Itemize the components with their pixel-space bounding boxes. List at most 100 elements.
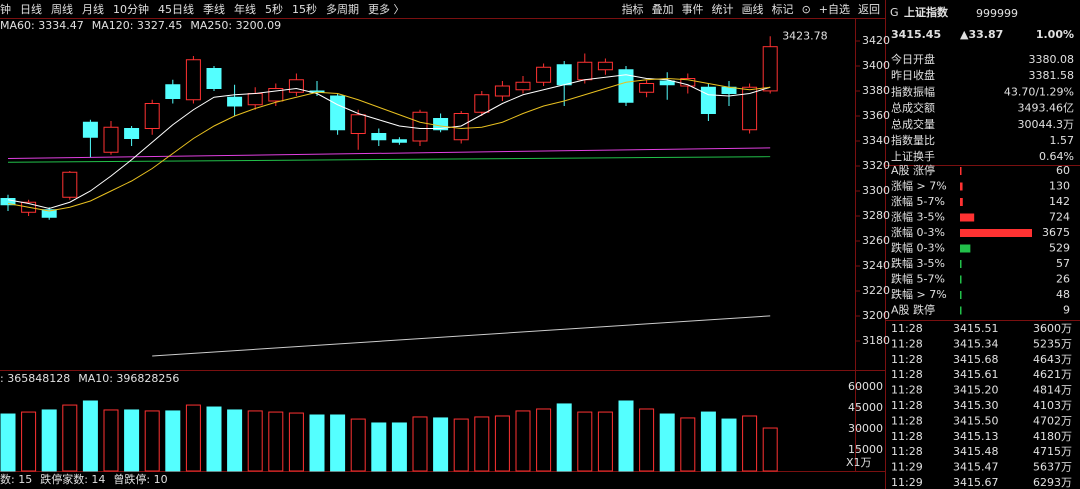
breadth-label: A股 涨停	[891, 163, 935, 177]
candle-body	[62, 171, 78, 198]
period-tab[interactable]: 年线	[234, 2, 256, 16]
period-tab[interactable]: 更多 〉	[368, 2, 405, 16]
tool-button[interactable]: 统计	[712, 3, 734, 16]
candle-body	[433, 118, 449, 131]
volume-bar	[597, 411, 613, 472]
candle-body	[124, 128, 140, 139]
period-tab[interactable]: 季线	[203, 2, 225, 16]
breadth-count: 3675	[1042, 226, 1070, 239]
volume-bar	[412, 416, 428, 472]
breadth-bar	[960, 182, 963, 191]
breadth-bar	[960, 229, 1032, 237]
breadth-bar	[960, 213, 975, 222]
index-code: 999999	[976, 7, 1018, 20]
stat-label: 总成交量	[891, 117, 935, 131]
y-tick-label: 30000	[848, 422, 883, 435]
stat-label: 昨日收盘	[891, 68, 935, 82]
y-tick-label: 3420	[862, 34, 890, 47]
breadth-count: 142	[1049, 195, 1070, 208]
tool-button[interactable]: 叠加	[652, 3, 674, 16]
candle-body	[494, 85, 510, 97]
ma-legend: MA250: 3200.09	[190, 19, 281, 32]
y-tick-label: 3200	[862, 309, 890, 322]
candle-body	[762, 46, 778, 92]
volume-bar	[62, 404, 78, 472]
tick-price: 3415.68	[953, 353, 999, 366]
volume-bar	[680, 417, 696, 472]
breadth-bar	[960, 260, 962, 268]
breadth-bar	[960, 275, 962, 284]
tick-time: 11:29	[891, 461, 923, 474]
tick-volume: 6293万	[1033, 476, 1072, 489]
volume-bar	[165, 410, 181, 472]
tool-button[interactable]: 标记	[772, 2, 794, 16]
tool-button[interactable]: 画线	[742, 2, 764, 16]
candle-body	[412, 111, 428, 142]
volume-bar	[494, 415, 510, 472]
tick-price: 3415.67	[953, 476, 999, 489]
tool-button[interactable]: 指标	[622, 2, 644, 16]
tick-time: 11:28	[891, 353, 923, 366]
period-tab[interactable]: 月线	[82, 2, 104, 16]
period-tab[interactable]: 周线	[51, 2, 73, 16]
tick-volume: 4621万	[1033, 368, 1072, 381]
candle-body	[577, 61, 593, 81]
candle-body	[330, 95, 346, 131]
tick-price: 3415.13	[953, 430, 999, 443]
volume-bar	[0, 413, 16, 472]
breadth-count: 9	[1063, 304, 1070, 317]
period-tab[interactable]: 5秒	[265, 2, 283, 16]
candle-body	[639, 83, 655, 93]
breadth-label: 涨幅 5-7%	[891, 195, 945, 208]
candle-body	[185, 59, 201, 101]
candle-body	[391, 139, 407, 143]
period-tab[interactable]: 钟	[0, 2, 11, 16]
period-tab[interactable]: 多周期	[326, 2, 359, 16]
volume-bar	[474, 416, 490, 472]
tick-time: 11:28	[891, 399, 923, 412]
tick-price: 3415.30	[953, 399, 999, 412]
index-mark: G	[890, 6, 899, 19]
stat-value: 1.57	[1050, 134, 1075, 147]
tick-volume: 4643万	[1033, 353, 1072, 366]
volume-bar	[536, 408, 552, 472]
candle-body	[144, 103, 160, 129]
tick-time: 11:28	[891, 322, 923, 335]
volume-bar	[144, 410, 160, 472]
y-tick-label: 3400	[862, 59, 890, 72]
tool-button[interactable]: 事件	[682, 3, 704, 16]
volume-bar	[515, 410, 531, 472]
tick-time: 11:28	[891, 414, 923, 427]
period-tab[interactable]: 日线	[20, 2, 42, 16]
candle-body	[247, 93, 263, 106]
volume-bar	[309, 414, 325, 472]
volume-bar	[639, 408, 655, 472]
candle-body	[597, 61, 613, 71]
volume-bar	[762, 427, 778, 472]
breadth-count: 724	[1049, 211, 1070, 224]
volume-bar	[659, 413, 675, 472]
y-tick-label: 45000	[848, 401, 883, 414]
tick-price: 3415.34	[953, 337, 999, 350]
tick-price: 3415.48	[953, 445, 999, 458]
candle-body	[659, 80, 675, 86]
volume-bar	[577, 411, 593, 472]
period-tab[interactable]: 45日线	[158, 2, 194, 16]
volume-bar	[103, 409, 119, 472]
period-tab[interactable]: 10分钟	[113, 2, 149, 16]
tick-volume: 3600万	[1033, 322, 1072, 335]
volume-bar	[185, 404, 201, 472]
period-tab[interactable]: 15秒	[292, 2, 317, 16]
stat-value: 0.64%	[1039, 150, 1074, 163]
tool-button[interactable]: ⊙	[802, 3, 811, 16]
ma-legend: MA120: 3327.45	[92, 19, 183, 32]
tick-price: 3415.50	[953, 414, 999, 427]
candle-body	[206, 68, 222, 89]
tool-button[interactable]: +自选	[819, 3, 850, 16]
volume-bar	[721, 418, 737, 472]
ma-line	[7, 156, 771, 163]
y-tick-label: 3240	[862, 259, 890, 272]
tool-button[interactable]: 返回	[858, 3, 880, 16]
volume-bar	[618, 400, 634, 472]
volume-bar	[124, 409, 140, 472]
